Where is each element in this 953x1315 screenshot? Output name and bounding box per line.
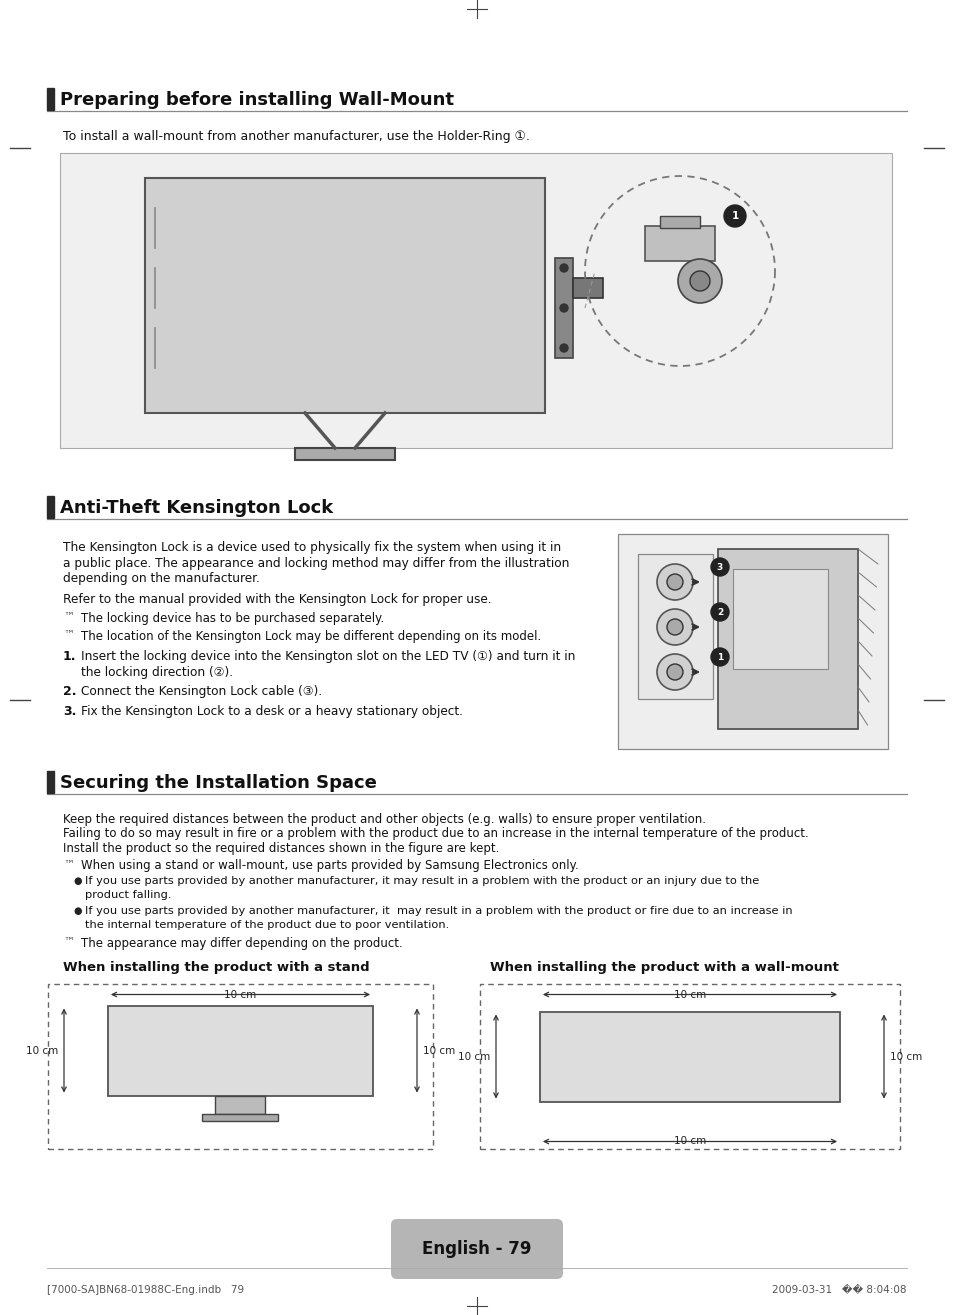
Bar	[47, 496, 54, 518]
Text: 10 cm: 10 cm	[889, 1052, 922, 1061]
Circle shape	[559, 345, 567, 352]
Text: Securing the Installation Space: Securing the Installation Space	[60, 775, 376, 792]
Text: 10 cm: 10 cm	[422, 1045, 455, 1056]
FancyBboxPatch shape	[391, 1219, 562, 1279]
Text: Connect the Kensington Lock cable (③).: Connect the Kensington Lock cable (③).	[81, 685, 322, 698]
Text: 10 cm: 10 cm	[457, 1052, 490, 1061]
Bar	[48, 984, 433, 1148]
Text: [7000-SA]BN68-01988C-Eng.indb   79: [7000-SA]BN68-01988C-Eng.indb 79	[47, 1285, 244, 1295]
Bar	[108, 1006, 373, 1095]
Bar	[638, 554, 712, 700]
Text: The appearance may differ depending on the product.: The appearance may differ depending on t…	[81, 938, 402, 949]
Bar	[47, 771, 54, 793]
Bar	[732, 569, 827, 669]
Text: If you use parts provided by another manufacturer, it may result in a problem wi: If you use parts provided by another man…	[85, 876, 759, 886]
Text: Preparing before installing Wall-Mount: Preparing before installing Wall-Mount	[60, 91, 454, 109]
Circle shape	[723, 205, 745, 227]
Text: Failing to do so may result in fire or a problem with the product due to an incr: Failing to do so may result in fire or a…	[63, 827, 808, 840]
Text: the locking direction (②).: the locking direction (②).	[81, 665, 233, 679]
Bar	[145, 178, 544, 413]
Text: 1.: 1.	[63, 650, 76, 663]
Text: 10 cm: 10 cm	[26, 1045, 58, 1056]
Bar	[555, 258, 573, 358]
Text: English - 79: English - 79	[422, 1240, 531, 1258]
Text: Fix the Kensington Lock to a desk or a heavy stationary object.: Fix the Kensington Lock to a desk or a h…	[81, 705, 462, 718]
Text: ™: ™	[63, 860, 74, 869]
Circle shape	[657, 609, 692, 644]
Text: 2009-03-31   �� 8:04:08: 2009-03-31 �� 8:04:08	[772, 1285, 906, 1295]
Circle shape	[710, 604, 728, 621]
Text: Refer to the manual provided with the Kensington Lock for proper use.: Refer to the manual provided with the Ke…	[63, 593, 491, 605]
Text: 2.: 2.	[63, 685, 76, 698]
Text: ™: ™	[63, 938, 74, 947]
Text: If you use parts provided by another manufacturer, it  may result in a problem w: If you use parts provided by another man…	[85, 906, 792, 917]
Text: When using a stand or wall-mount, use parts provided by Samsung Electronics only: When using a stand or wall-mount, use pa…	[81, 860, 578, 872]
Bar	[294, 448, 395, 460]
Circle shape	[710, 648, 728, 665]
Circle shape	[657, 654, 692, 690]
Text: The Kensington Lock is a device used to physically fix the system when using it : The Kensington Lock is a device used to …	[63, 540, 560, 554]
Bar	[659, 216, 700, 227]
Circle shape	[666, 619, 682, 635]
Bar	[202, 1114, 277, 1120]
Text: 3.: 3.	[63, 705, 76, 718]
Text: To install a wall-mount from another manufacturer, use the Holder-Ring ①.: To install a wall-mount from another man…	[63, 130, 529, 143]
Text: When installing the product with a stand: When installing the product with a stand	[63, 961, 369, 974]
Text: Keep the required distances between the product and other objects (e.g. walls) t: Keep the required distances between the …	[63, 813, 705, 826]
Text: 10 cm: 10 cm	[673, 989, 705, 999]
Circle shape	[666, 664, 682, 680]
Text: ●: ●	[73, 906, 81, 917]
Text: a public place. The appearance and locking method may differ from the illustrati: a public place. The appearance and locki…	[63, 556, 569, 569]
Text: ●: ●	[73, 876, 81, 886]
Circle shape	[689, 271, 709, 291]
Bar	[47, 88, 54, 110]
Text: Anti-Theft Kensington Lock: Anti-Theft Kensington Lock	[60, 498, 333, 517]
Circle shape	[710, 558, 728, 576]
Text: ™: ™	[63, 630, 74, 639]
Text: the internal temperature of the product due to poor ventilation.: the internal temperature of the product …	[85, 920, 449, 931]
Text: 1: 1	[716, 652, 722, 661]
Bar	[60, 153, 891, 448]
Bar	[479, 984, 899, 1148]
Text: 1: 1	[731, 210, 738, 221]
Circle shape	[657, 564, 692, 600]
Text: Install the product so the required distances shown in the figure are kept.: Install the product so the required dist…	[63, 842, 498, 855]
Circle shape	[559, 304, 567, 312]
Text: Insert the locking device into the Kensington slot on the LED TV (①) and turn it: Insert the locking device into the Kensi…	[81, 650, 575, 663]
Circle shape	[666, 575, 682, 590]
Bar	[214, 1095, 265, 1114]
Circle shape	[678, 259, 721, 302]
Circle shape	[559, 264, 567, 272]
Text: 2: 2	[716, 608, 722, 617]
Text: 10 cm: 10 cm	[673, 1136, 705, 1147]
Text: The locking device has to be purchased separately.: The locking device has to be purchased s…	[81, 611, 384, 625]
Bar	[718, 548, 857, 729]
Bar	[644, 226, 714, 260]
Text: When installing the product with a wall-mount: When installing the product with a wall-…	[490, 961, 838, 974]
Text: 10 cm: 10 cm	[224, 989, 255, 999]
Text: ™: ™	[63, 611, 74, 622]
Text: depending on the manufacturer.: depending on the manufacturer.	[63, 572, 259, 585]
Text: product falling.: product falling.	[85, 890, 172, 901]
Text: 3: 3	[716, 563, 722, 572]
Bar	[573, 277, 602, 299]
Bar	[539, 1011, 840, 1102]
Text: The location of the Kensington Lock may be different depending on its model.: The location of the Kensington Lock may …	[81, 630, 540, 643]
Bar	[618, 534, 887, 750]
